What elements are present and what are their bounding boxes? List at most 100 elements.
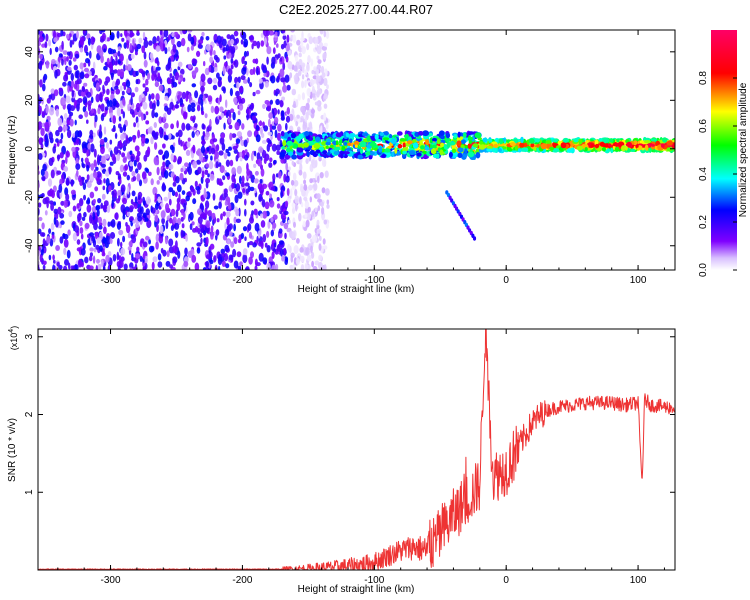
heatmap-signal-cell bbox=[629, 148, 636, 152]
heatmap-noise-cell bbox=[207, 77, 213, 85]
heatmap-noise-cell bbox=[315, 76, 319, 86]
heatmap-noise-cell bbox=[220, 248, 226, 255]
heatmap-noise-cell bbox=[168, 198, 172, 206]
heatmap-noise-cell bbox=[42, 238, 46, 246]
colorbar: 0.0 0.2 0.4 0.6 0.8 Normalized spectral ampl… bbox=[698, 30, 749, 277]
heatmap-noise-cell bbox=[317, 175, 320, 184]
heatmap-noise-cell bbox=[253, 163, 257, 168]
heatmap-noise-cell bbox=[284, 74, 290, 83]
heatmap-noise-cell bbox=[182, 106, 186, 112]
heatmap-noise-cell bbox=[116, 251, 120, 261]
heatmap-noise-cell bbox=[151, 109, 155, 119]
heatmap-noise-cell bbox=[185, 235, 189, 242]
heatmap-noise-cell bbox=[291, 160, 294, 166]
heatmap-noise-cell bbox=[223, 188, 228, 195]
heatmap-signal-cell bbox=[614, 146, 620, 152]
heatmap-noise-cell bbox=[105, 177, 110, 187]
heatmap-noise-cell bbox=[247, 77, 250, 84]
heatmap-noise-cell bbox=[254, 265, 258, 270]
heatmap-noise-cell bbox=[188, 162, 192, 169]
heatmap-noise-cell bbox=[182, 111, 188, 120]
heatmap-noise-cell bbox=[150, 93, 155, 100]
heatmap-noise-cell bbox=[237, 110, 241, 116]
heatmap-signal-cell bbox=[429, 137, 433, 144]
heatmap-noise-cell bbox=[28, 37, 31, 44]
heatmap-noise-cell bbox=[62, 120, 68, 127]
heatmap-noise-cell bbox=[109, 161, 114, 166]
heatmap-signal-cell bbox=[448, 151, 453, 158]
heatmap-noise-cell bbox=[314, 101, 319, 106]
heatmap-noise-cell bbox=[48, 157, 54, 167]
heatmap-noise-cell bbox=[156, 180, 160, 185]
heatmap-noise-cell bbox=[92, 198, 96, 204]
heatmap-signal-cell bbox=[545, 140, 552, 144]
heatmap-noise-cell bbox=[260, 213, 264, 219]
heatmap-noise-cell bbox=[191, 83, 197, 88]
heatmap-noise-cell bbox=[168, 163, 174, 170]
heatmap-noise-cell bbox=[25, 182, 28, 188]
heatmap-noise-cell bbox=[205, 131, 210, 138]
heatmap-signal-cell bbox=[399, 138, 407, 142]
heatmap-noise-cell bbox=[304, 201, 310, 209]
heatmap-noise-cell bbox=[255, 89, 261, 95]
heatmap-noise-cell bbox=[27, 72, 30, 76]
heatmap-noise-cell bbox=[175, 209, 179, 218]
heatmap-noise-cell bbox=[297, 93, 301, 101]
heatmap-noise-cell bbox=[67, 107, 71, 115]
heatmap-noise-cell bbox=[54, 89, 59, 97]
heatmap-noise-cell bbox=[136, 150, 141, 157]
heatmap-signal-cell bbox=[540, 143, 547, 150]
heatmap-noise-cell bbox=[299, 163, 303, 172]
heatmap-noise-cell bbox=[210, 105, 215, 114]
heatmap-noise-cell bbox=[323, 79, 328, 86]
heatmap-signal-cell bbox=[306, 150, 310, 158]
heatmap-noise-cell bbox=[112, 98, 117, 107]
heatmap-signal-cell bbox=[279, 151, 286, 158]
snr-panel: -300 -200 -100 0 100 1 2 3 Height of straight l… bbox=[7, 326, 676, 595]
heatmap-noise-cell bbox=[57, 117, 63, 127]
heatmap-noise-cell bbox=[141, 45, 146, 54]
heatmap-noise-cell bbox=[143, 51, 147, 60]
heatmap-signal-cell bbox=[382, 137, 390, 141]
heatmap-noise-cell bbox=[62, 97, 66, 106]
heatmap-noise-cell bbox=[189, 223, 193, 231]
heatmap-noise-cell bbox=[72, 232, 78, 242]
heatmap-signal-cell bbox=[566, 148, 573, 153]
heatmap-noise-cell bbox=[70, 105, 75, 112]
heatmap-signal-cell bbox=[614, 142, 619, 147]
heatmap-noise-cell bbox=[208, 65, 212, 73]
heatmap-noise-cell bbox=[285, 56, 289, 63]
heatmap-noise-cell bbox=[300, 202, 304, 208]
heatmap-noise-cell bbox=[80, 91, 86, 97]
heatmap-noise-cell bbox=[105, 254, 110, 263]
heatmap-noise-cell bbox=[126, 186, 130, 195]
heatmap-signal-cell bbox=[440, 142, 445, 147]
heatmap-noise-cell bbox=[235, 90, 240, 97]
heatmap-noise-cell bbox=[41, 175, 46, 181]
heatmap-noise-cell bbox=[287, 60, 293, 70]
heatmap-noise-cell bbox=[236, 81, 240, 89]
heatmap-noise-cell bbox=[34, 228, 36, 233]
heatmap-noise-cell bbox=[217, 80, 222, 88]
heatmap-noise-cell bbox=[228, 146, 233, 151]
heatmap-noise-cell bbox=[205, 260, 210, 268]
heatmap-noise-cell bbox=[24, 120, 29, 124]
heatmap-signal-cell bbox=[402, 142, 406, 149]
heatmap-noise-cell bbox=[204, 99, 207, 104]
heatmap-noise-cell bbox=[259, 179, 263, 184]
heatmap-noise-cell bbox=[95, 244, 100, 250]
heatmap-noise-cell bbox=[80, 233, 84, 240]
heatmap-noise-cell bbox=[129, 161, 133, 167]
heatmap-noise-cell bbox=[181, 91, 187, 100]
heatmap-noise-cell bbox=[111, 190, 115, 196]
heatmap-noise-cell bbox=[291, 88, 297, 96]
heatmap-noise-cell bbox=[298, 52, 302, 58]
heatmap-noise-cell bbox=[29, 81, 32, 89]
heatmap-noise-cell bbox=[225, 263, 230, 269]
heatmap-noise-cell bbox=[143, 59, 148, 68]
heatmap-noise-cell bbox=[63, 247, 67, 256]
heatmap-noise-cell bbox=[174, 104, 180, 109]
heatmap-noise-cell bbox=[38, 137, 42, 145]
x-tick-label: -100 bbox=[364, 275, 384, 286]
heatmap-noise-cell bbox=[253, 178, 259, 184]
